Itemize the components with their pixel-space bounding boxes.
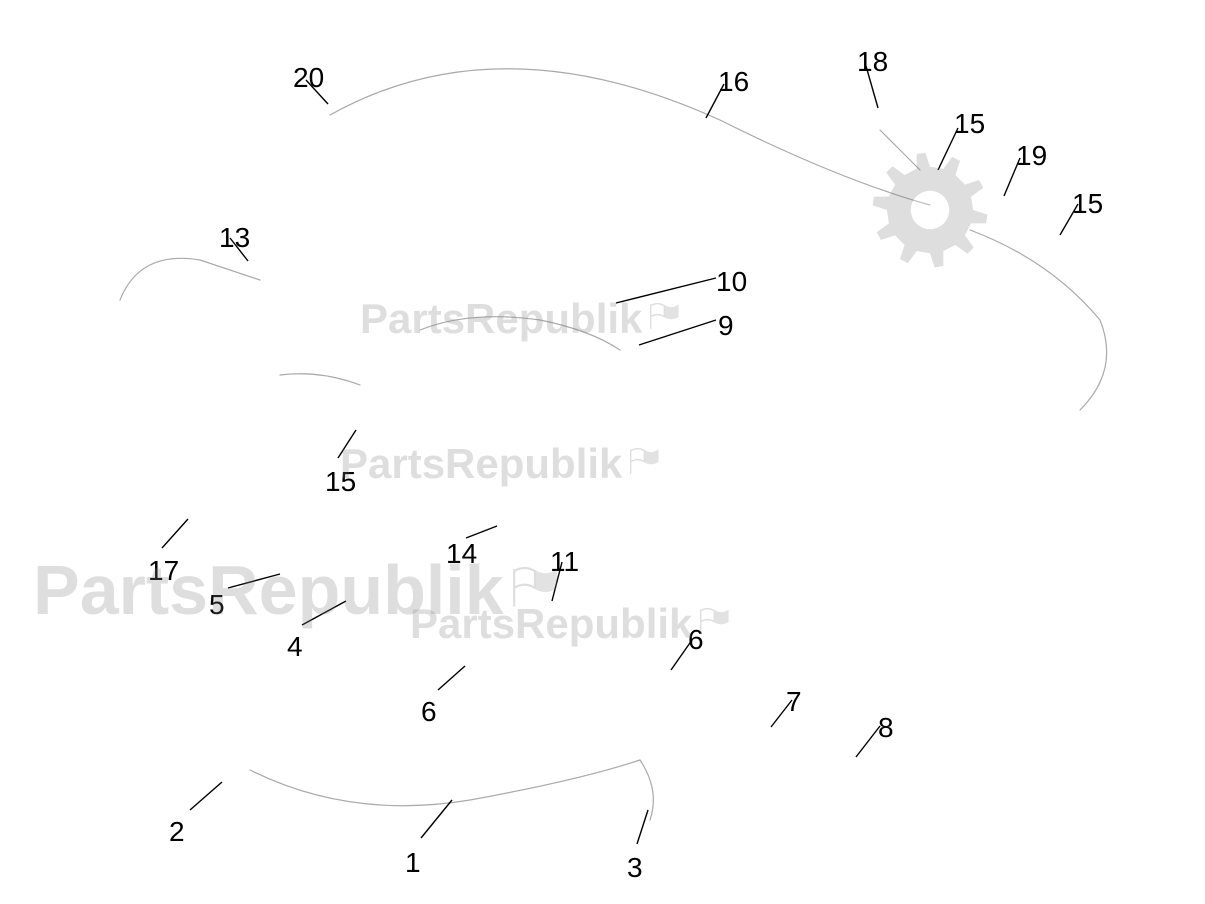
callout-19: 19	[1016, 140, 1047, 172]
sketch-layer	[0, 0, 1205, 904]
flag-icon	[628, 448, 662, 475]
callout-15: 15	[1072, 188, 1103, 220]
callout-5: 5	[209, 589, 225, 621]
flag-icon	[648, 303, 682, 335]
watermark-text: PartsRepublik	[33, 550, 504, 630]
callout-6: 6	[421, 696, 437, 728]
callout-6: 6	[688, 624, 704, 656]
callout-17: 17	[148, 555, 179, 587]
callout-4: 4	[287, 631, 303, 663]
watermark: PartsRepublik	[410, 600, 732, 648]
callout-20: 20	[293, 62, 324, 94]
callout-18: 18	[857, 46, 888, 78]
flag-icon	[628, 448, 662, 480]
watermark: PartsRepublik	[360, 295, 682, 343]
callout-9: 9	[718, 310, 734, 342]
watermark-text: PartsRepublik	[410, 600, 692, 648]
callout-3: 3	[627, 852, 643, 884]
callout-8: 8	[878, 712, 894, 744]
callout-15: 15	[954, 108, 985, 140]
callout-1: 1	[405, 847, 421, 879]
callout-10: 10	[716, 266, 747, 298]
callout-11: 11	[550, 546, 579, 578]
watermark-text: PartsRepublik	[340, 440, 622, 488]
diagram-canvas: 1 2 3 4 5 6 6 7 8 9 10 11 13 14 15 15 15 16 17 18 19 20 Parts…	[0, 0, 1205, 904]
callout-2: 2	[169, 816, 185, 848]
watermark-text: PartsRepublik	[360, 295, 642, 343]
callout-16: 16	[718, 66, 749, 98]
callout-13: 13	[219, 222, 250, 254]
watermark: PartsRepublik	[340, 440, 662, 488]
gear-icon	[870, 150, 990, 270]
callout-14: 14	[446, 538, 477, 570]
leader-lines	[0, 0, 1205, 904]
callout-15: 15	[325, 466, 356, 498]
watermark: PartsRepublik	[33, 550, 562, 630]
flag-icon	[648, 303, 682, 330]
callout-7: 7	[786, 686, 802, 718]
gear-watermark	[870, 150, 990, 270]
